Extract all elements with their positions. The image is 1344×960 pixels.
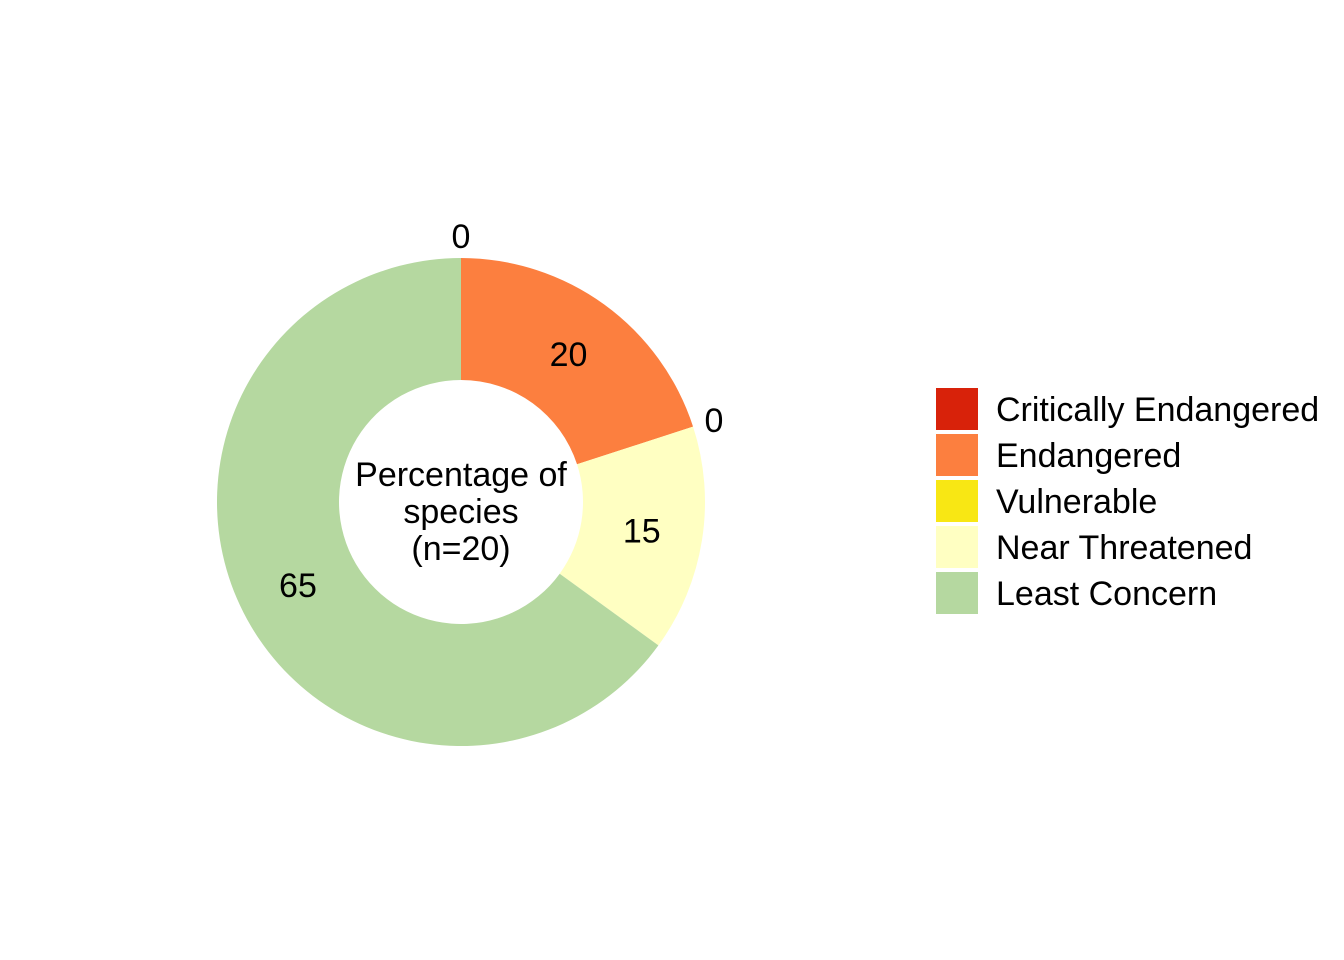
legend-label-critically-endangered: Critically Endangered bbox=[996, 391, 1319, 429]
data-label-endangered: 20 bbox=[550, 336, 588, 374]
legend-label-least-concern: Least Concern bbox=[996, 575, 1217, 613]
slice-least-concern bbox=[216, 258, 659, 746]
data-label-vulnerable: 0 bbox=[705, 402, 724, 440]
legend-label-endangered: Endangered bbox=[996, 437, 1181, 475]
slices bbox=[216, 258, 705, 746]
slice-near-threatened bbox=[559, 426, 705, 646]
center-label-line-1: Percentage of bbox=[355, 456, 567, 494]
legend-label-vulnerable: Vulnerable bbox=[996, 483, 1157, 521]
data-label-least-concern: 65 bbox=[279, 567, 317, 605]
data-labels: 0 20 0 15 65 bbox=[279, 218, 723, 605]
legend-key-endangered bbox=[936, 434, 978, 476]
center-label-line-2: species bbox=[403, 493, 518, 531]
legend-key-critically-endangered bbox=[936, 388, 978, 430]
center-label: Percentage of species (n=20) bbox=[355, 456, 567, 568]
legend-key-vulnerable bbox=[936, 480, 978, 522]
data-label-near-threatened: 15 bbox=[623, 513, 661, 551]
legend-key-least-concern bbox=[936, 572, 978, 614]
data-label-critically-endangered: 0 bbox=[452, 218, 471, 256]
legend-label-near-threatened: Near Threatened bbox=[996, 529, 1252, 567]
legend: Critically Endangered Endangered Vulnerabl… bbox=[936, 388, 1319, 614]
center-label-line-3: (n=20) bbox=[411, 530, 510, 568]
slice-endangered bbox=[461, 258, 694, 465]
legend-key-near-threatened bbox=[936, 526, 978, 568]
